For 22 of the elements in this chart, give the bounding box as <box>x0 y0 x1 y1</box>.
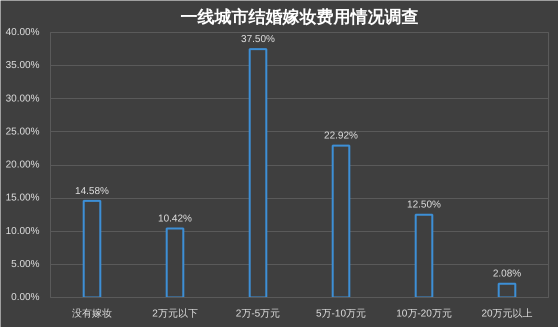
data-label: 22.92% <box>324 130 358 142</box>
x-tick-label: 5万-10万元 <box>316 308 366 320</box>
y-tick-label: 5.00% <box>11 258 40 270</box>
y-tick-label: 25.00% <box>6 126 40 138</box>
x-tick-label: 没有嫁妆 <box>72 308 112 320</box>
y-tick-label: 15.00% <box>6 192 40 204</box>
y-tick-label: 10.00% <box>6 226 40 237</box>
x-tick-label: 2万-5万元 <box>236 308 280 320</box>
y-tick-label: 0.00% <box>11 292 40 303</box>
x-tick-label: 20万元以上 <box>481 308 533 320</box>
x-tick-label: 10万-20万元 <box>396 308 452 320</box>
data-label: 10.42% <box>158 213 192 224</box>
y-tick-label: 20.00% <box>6 160 40 170</box>
data-label: 2.08% <box>492 268 522 280</box>
y-tick-label: 40.00% <box>6 27 40 38</box>
y-tick-label: 30.00% <box>6 93 40 104</box>
data-label: 37.50% <box>241 34 276 46</box>
x-tick-label: 2万元以下 <box>152 308 198 320</box>
y-tick-label: 35.00% <box>6 60 40 72</box>
chart-title: 一线城市结婚嫁妆费用情况调查 <box>180 8 418 28</box>
data-label: 12.50% <box>407 200 442 211</box>
data-label: 14.58% <box>75 186 110 197</box>
